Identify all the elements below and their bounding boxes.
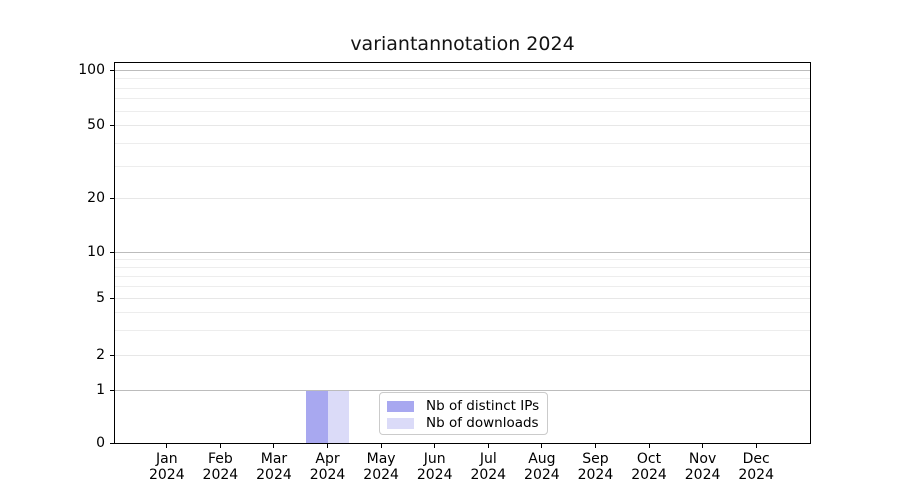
x-tick-mark	[166, 444, 168, 448]
x-tick-year: 2024	[577, 467, 614, 483]
bar-distinct-ips	[306, 390, 328, 443]
minor-gridline	[115, 355, 810, 356]
x-tick-month: Dec	[742, 451, 770, 467]
minor-gridline	[115, 258, 810, 260]
x-tick-year: 2024	[738, 467, 774, 483]
y-tick-mark	[110, 442, 114, 444]
legend-swatch-downloads	[387, 417, 414, 429]
x-tick-label: Mar 2024	[242, 451, 306, 483]
x-tick-year: 2024	[631, 467, 667, 483]
y-tick-label: 5	[96, 290, 105, 306]
x-tick-month: Feb	[207, 451, 233, 467]
x-tick-month: Aug	[528, 451, 556, 467]
x-tick-label: Feb 2024	[188, 451, 252, 483]
x-tick-year: 2024	[524, 467, 560, 483]
x-tick-label: May 2024	[349, 451, 413, 483]
minor-gridline	[115, 275, 810, 277]
x-tick-label: Apr 2024	[296, 451, 360, 483]
legend-swatch-distinct-ips	[387, 400, 414, 412]
major-gridline	[115, 390, 810, 391]
x-tick-month: Jun	[423, 451, 446, 467]
minor-gridline	[115, 285, 810, 287]
x-tick-mark	[380, 444, 382, 448]
major-gridline	[115, 70, 810, 71]
x-tick-label: Jan 2024	[135, 451, 199, 483]
minor-gridline	[115, 298, 810, 299]
minor-gridline	[115, 110, 810, 112]
minor-gridline	[115, 87, 810, 89]
x-tick-label: Dec 2024	[724, 451, 788, 483]
x-tick-year: 2024	[363, 467, 399, 483]
legend-item-downloads: Nb of downloads	[387, 415, 547, 431]
x-tick-month: Mar	[260, 451, 288, 467]
x-tick-mark	[541, 444, 543, 448]
x-tick-month: Jan	[156, 451, 178, 467]
x-tick-year: 2024	[148, 467, 185, 483]
y-tick-mark	[110, 297, 114, 299]
y-tick-label: 1	[96, 382, 105, 398]
x-tick-label: Jun 2024	[403, 451, 467, 483]
x-tick-month: Oct	[636, 451, 662, 467]
x-tick-mark	[702, 444, 704, 448]
x-tick-mark	[594, 444, 596, 448]
x-tick-year: 2024	[416, 467, 453, 483]
x-tick-mark	[755, 444, 757, 448]
minor-gridline	[115, 329, 810, 331]
x-tick-label: Oct 2024	[617, 451, 681, 483]
x-tick-year: 2024	[256, 467, 292, 483]
y-tick-mark	[110, 124, 114, 126]
x-tick-mark	[648, 444, 650, 448]
x-tick-label: Jul 2024	[456, 451, 520, 483]
legend-label: Nb of distinct IPs	[426, 398, 540, 414]
x-tick-month: May	[366, 451, 396, 467]
legend-label: Nb of downloads	[426, 415, 539, 431]
x-tick-mark	[327, 444, 329, 448]
y-tick-label: 0	[96, 435, 105, 451]
y-tick-mark	[110, 197, 114, 199]
x-tick-month: Jul	[479, 451, 497, 467]
minor-gridline	[115, 165, 810, 167]
minor-gridline	[115, 78, 810, 80]
y-tick-label: 2	[96, 347, 105, 363]
x-tick-mark	[219, 444, 221, 448]
plot-area	[114, 62, 811, 444]
x-tick-label: Aug 2024	[510, 451, 574, 483]
x-tick-mark	[273, 444, 275, 448]
y-tick-label: 100	[78, 62, 105, 78]
minor-gridline	[115, 125, 810, 126]
y-tick-mark	[110, 354, 114, 356]
y-tick-label: 10	[87, 244, 105, 260]
x-tick-month: Apr	[315, 451, 340, 467]
x-tick-month: Nov	[688, 451, 717, 467]
chart-title: variantannotation 2024	[350, 33, 575, 55]
minor-gridline	[115, 266, 810, 268]
minor-gridline	[115, 198, 810, 199]
bar-downloads	[327, 390, 350, 443]
x-tick-year: 2024	[202, 467, 239, 483]
x-tick-month: Sep	[582, 451, 609, 467]
y-tick-mark	[110, 69, 114, 71]
major-gridline	[115, 252, 810, 253]
minor-gridline	[115, 142, 810, 144]
x-tick-label: Sep 2024	[563, 451, 627, 483]
y-tick-label: 20	[87, 190, 105, 206]
minor-gridline	[115, 98, 810, 100]
y-tick-mark	[110, 389, 114, 391]
x-tick-mark	[487, 444, 489, 448]
x-tick-year: 2024	[470, 467, 507, 483]
x-tick-year: 2024	[309, 467, 346, 483]
y-tick-label: 50	[87, 117, 105, 133]
legend-item-distinct-ips: Nb of distinct IPs	[387, 398, 547, 414]
x-tick-label: Nov 2024	[671, 451, 735, 483]
legend: Nb of distinct IPs Nb of downloads	[379, 392, 548, 435]
y-tick-mark	[110, 251, 114, 253]
minor-gridline	[115, 311, 810, 313]
x-tick-year: 2024	[684, 467, 721, 483]
x-tick-mark	[434, 444, 436, 448]
